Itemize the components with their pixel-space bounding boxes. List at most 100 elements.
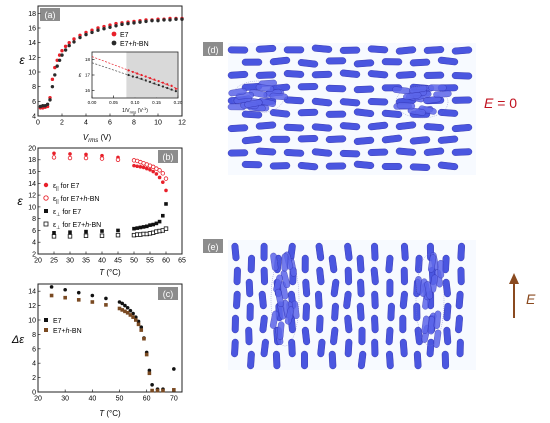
panel-b-point-3: [83, 233, 89, 238]
molecule-rod: [297, 83, 319, 91]
legend-a-marker-e7: [111, 31, 117, 37]
molecule-rod: [395, 147, 417, 156]
panel-d-letter: (d): [208, 45, 219, 55]
molecule-rod: [344, 266, 353, 286]
legend-a-label-e7hbn-post: -BN: [137, 41, 149, 48]
legend-b-italic-1: h: [83, 196, 87, 203]
molecule-rod: [400, 266, 408, 286]
molecule-rod: [367, 98, 389, 106]
inset-point-e7: [127, 69, 130, 72]
panel-a-point-e7hbn: [72, 40, 76, 44]
molecule-rod: [443, 326, 452, 346]
panel-c-xtick-label: 50: [116, 396, 124, 403]
panel-b-point-3: [51, 234, 57, 239]
panel-a-points: [38, 16, 184, 110]
panel-a-xtick-label: 10: [154, 120, 162, 127]
panel-c-point-0: [147, 368, 152, 373]
panel-c-point-1: [104, 303, 108, 307]
panel-a-point-e7hbn: [144, 19, 148, 24]
legend-b-sym-2: ε: [53, 209, 56, 216]
molecule-rod: [451, 72, 473, 80]
inset-shaded-region: [126, 52, 178, 98]
panel-e: (e) E: [203, 239, 536, 370]
panel-e-letter-bg: [203, 239, 223, 253]
hbn-cluster-rod: [429, 274, 438, 293]
panel-b-point-0: [52, 151, 56, 156]
molecule-rod: [399, 338, 408, 358]
inset-ylabel: ε: [79, 73, 82, 79]
panel-b-legend: ε|| for E7 ε|| for E7+h-BN ε⊥ for E7 ε⊥ …: [43, 182, 101, 231]
inset-point-e7: [136, 72, 139, 75]
molecule-rod: [283, 70, 305, 78]
molecule-rod: [423, 123, 445, 132]
molecule-rod: [381, 134, 403, 144]
panel-b-point-1: [51, 155, 57, 160]
legend-b-italic-3: h: [85, 222, 89, 229]
panel-b-frame: [37, 147, 183, 255]
molecule-rod: [367, 121, 389, 131]
panel-c-points: [49, 285, 176, 393]
panel-a-xtick-label: 2: [60, 120, 64, 127]
panel-b-point-3: [67, 234, 73, 239]
panel-b-ytick-label: 16: [28, 169, 36, 176]
panel-b-xtick-label: 50: [130, 258, 138, 265]
molecule-rod: [317, 338, 326, 358]
molecule-rod: [269, 135, 291, 143]
panel-b-point-1: [157, 168, 162, 173]
panel-c-ytick-label: 2: [32, 375, 36, 382]
molecule-rod: [423, 147, 445, 156]
molecule-rod: [371, 242, 379, 262]
inset-point-e7hbn: [174, 90, 177, 93]
molecule-rod: [339, 149, 361, 158]
panel-b-point-0: [138, 165, 143, 169]
panel-b-point-0: [154, 172, 159, 176]
inset-point-e7: [166, 83, 169, 86]
panel-a-point-e7hbn: [132, 21, 136, 25]
panel-c-point-1: [123, 309, 127, 314]
hbn-cluster-rod: [409, 85, 428, 94]
panel-b: (b) ε T (°C) 20 25 30 35 40 45 50 55 60 65 2 4 6 8 10…: [17, 145, 186, 277]
legend-b-sub-2: ⊥: [56, 212, 60, 218]
inset-point-e7hbn: [148, 80, 152, 83]
inset-ytick-label: 16: [85, 88, 91, 93]
panel-c-point-1: [139, 328, 144, 332]
panel-c-ytick-label: 14: [28, 289, 36, 296]
molecule-rod: [301, 326, 311, 346]
molecule-rod: [283, 149, 305, 157]
molecule-rod: [231, 338, 239, 358]
inset-points: [91, 52, 179, 98]
inset-point-e7: [148, 76, 152, 80]
molecule-rod: [451, 123, 473, 133]
panel-c-ytick-label: 12: [28, 303, 36, 310]
molecule-rod: [356, 254, 365, 274]
panel-c-legend: E7 E7+h-BN: [44, 318, 82, 335]
panel-a-xlabel-sub: rms: [88, 138, 98, 144]
molecule-rod: [255, 44, 277, 53]
panel-c-point-1: [125, 311, 130, 315]
panel-b-point-0: [157, 175, 162, 180]
panel-c-point-1: [49, 293, 54, 298]
legend-b-sub-1: ||: [56, 199, 59, 205]
panel-b-yticks: 2 4 6 8 10 12 14 16 18 20: [28, 145, 41, 258]
legend-a-label-e7hbn: E7+h-BN: [120, 41, 149, 48]
panel-c-point-1: [90, 300, 95, 304]
legend-b-label-2: ε⊥ for E7: [53, 209, 81, 218]
inset-xtick-label: 0.20: [174, 100, 183, 105]
panel-a-xticks: 0 2 4 6 8 10 12: [36, 113, 186, 127]
panel-c-xlabel: T (°C): [99, 409, 121, 418]
legend-c-label-1-post: -BN: [70, 328, 82, 335]
molecule-rod: [371, 314, 379, 334]
molecule-rod: [330, 278, 340, 298]
hbn-cluster-rod: [281, 253, 289, 272]
panel-a-point-e7: [55, 58, 59, 62]
inset-xlabel-main: 1/V: [122, 108, 130, 114]
molecule-rod: [399, 290, 408, 310]
panel-a-letter-bg: [40, 8, 60, 21]
panel-b-point-2: [135, 226, 139, 230]
inset-xtick-label: 0.15: [152, 100, 161, 105]
panel-a-point-e7hbn: [150, 18, 154, 23]
panel-b-point-1: [163, 176, 169, 181]
panel-b-point-0: [141, 165, 146, 170]
molecule-rod: [443, 302, 452, 322]
panel-a-point-e7hbn: [63, 48, 68, 52]
